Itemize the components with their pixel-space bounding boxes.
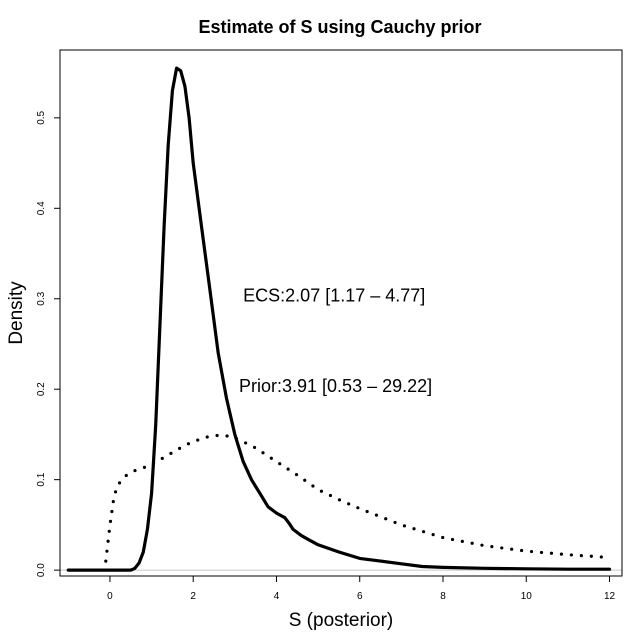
- posterior-density-line: [66, 66, 612, 572]
- chart-title: Estimate of S using Cauchy prior: [198, 17, 481, 37]
- x-tick-label: 6: [357, 591, 363, 602]
- prior-annotation: Prior:3.91 [0.53 – 29.22]: [239, 376, 432, 396]
- series-layer: [66, 66, 612, 572]
- y-tick-label: 0.1: [36, 472, 47, 486]
- x-tick-label: 2: [190, 591, 196, 602]
- prior-density-line: [104, 433, 612, 563]
- y-tick-label: 0.5: [36, 110, 47, 124]
- x-tick-label: 4: [274, 591, 280, 602]
- y-tick-label: 0.0: [36, 563, 47, 577]
- plot-frame: [59, 49, 623, 577]
- y-axis-label: Density: [6, 281, 27, 345]
- y-tick-label: 0.4: [36, 201, 47, 215]
- y-axis: 0.0 0.1 0.2 0.3 0.4 0.5: [36, 110, 60, 577]
- y-tick-label: 0.2: [36, 382, 47, 396]
- annotation-layer: ECS:2.07 [1.17 – 4.77] Prior:3.91 [0.53 –…: [239, 285, 432, 395]
- x-axis-label: S (posterior): [289, 610, 394, 631]
- x-axis: 0 2 4 6 8 10 12: [107, 576, 616, 602]
- ecs-annotation: ECS:2.07 [1.17 – 4.77]: [243, 285, 425, 305]
- y-tick-label: 0.3: [36, 291, 47, 305]
- x-tick-label: 0: [107, 591, 113, 602]
- x-tick-label: 12: [604, 591, 616, 602]
- x-tick-label: 10: [521, 591, 533, 602]
- x-tick-label: 8: [440, 591, 446, 602]
